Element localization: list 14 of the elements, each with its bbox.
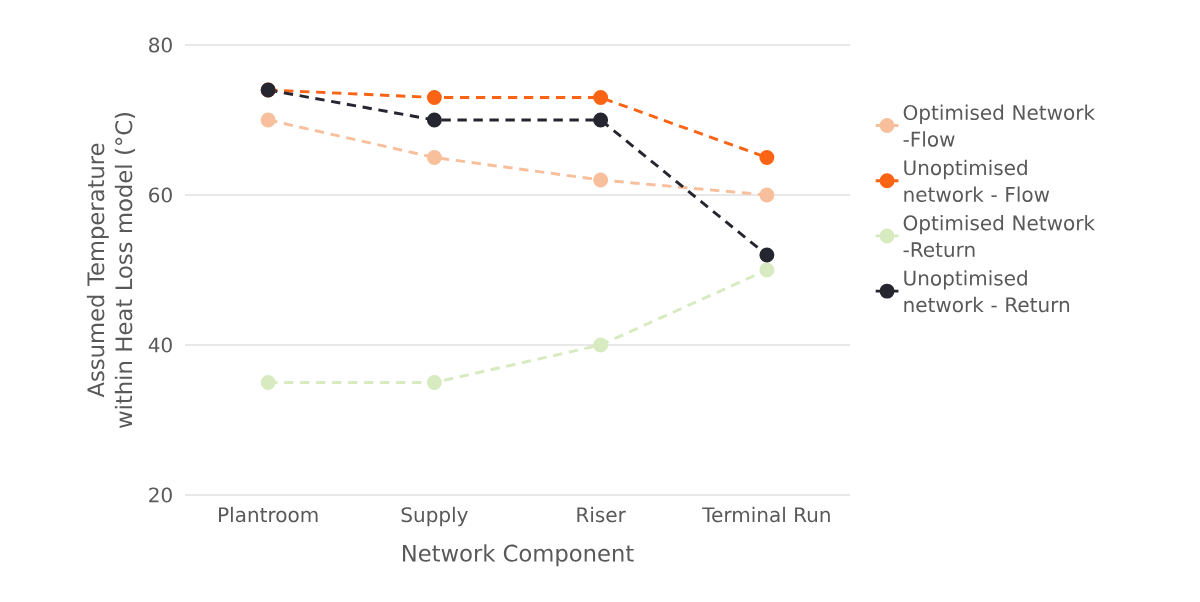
y-tick-label: 20	[149, 487, 172, 503]
x-tick-label: Riser	[577, 506, 626, 523]
legend-label: Unoptimised network - Flow	[904, 159, 1050, 202]
y-tick-label: 80	[149, 37, 172, 53]
x-axis-title: Network Component	[403, 544, 634, 567]
y-tick-label: 60	[149, 187, 172, 203]
legend-label: Unoptimised network - Return	[904, 270, 1070, 313]
y-tick-label: 40	[148, 337, 172, 353]
x-tick-label: Plantroom	[219, 506, 318, 523]
x-tick-label: Supply	[401, 506, 468, 527]
x-tick-label: Terminal Run	[702, 506, 830, 523]
legend-label: Optimised Network -Flow	[903, 104, 1095, 147]
y-axis-title: Assumed Temperature within Heat Loss model (°C)	[86, 112, 136, 428]
legend-label: Optimised Network -Return	[903, 214, 1095, 258]
